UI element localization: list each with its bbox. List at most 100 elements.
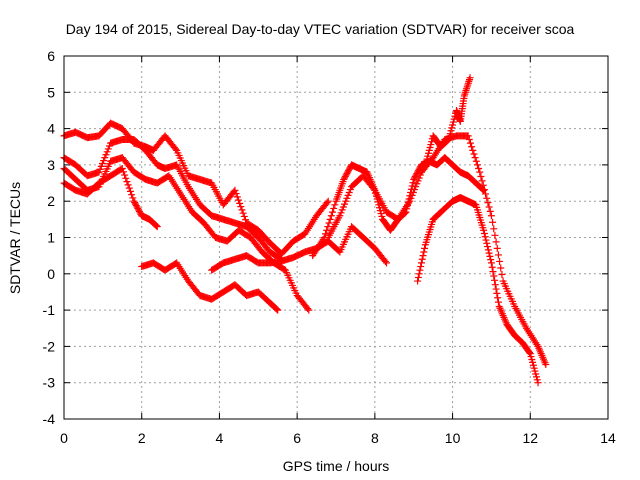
data-point <box>487 256 495 264</box>
data-point <box>534 379 542 387</box>
data-point <box>493 289 501 297</box>
data-point <box>324 197 332 205</box>
data-point <box>322 230 330 238</box>
y-tick-label: 1 <box>47 230 55 246</box>
data-point <box>466 74 474 82</box>
data-point <box>327 212 335 220</box>
data-point <box>489 268 497 276</box>
data-point <box>305 306 313 314</box>
data-point <box>466 139 474 147</box>
data-point <box>118 165 126 173</box>
data-point <box>487 259 495 267</box>
data-point <box>478 177 486 185</box>
data-point <box>128 191 136 199</box>
data-point <box>468 143 476 151</box>
data-point <box>473 161 481 169</box>
data-point <box>329 208 337 216</box>
y-axis-label: SDTVAR / TECUs <box>7 182 23 294</box>
data-point <box>470 150 478 158</box>
data-point <box>469 146 477 154</box>
data-point <box>414 273 422 281</box>
data-point <box>124 181 132 189</box>
data-point <box>238 206 246 214</box>
data-point <box>236 199 244 207</box>
data-point <box>484 243 492 251</box>
plot-frame <box>63 55 609 420</box>
data-points <box>60 74 550 387</box>
y-tick-label: 4 <box>47 121 55 137</box>
grid <box>64 56 608 419</box>
data-point <box>274 306 282 314</box>
data-point <box>152 222 160 230</box>
data-point <box>121 171 129 179</box>
data-point <box>486 252 494 260</box>
data-point <box>444 136 452 144</box>
data-point <box>485 249 493 257</box>
data-point <box>443 137 451 145</box>
data-point <box>464 132 472 140</box>
x-tick-label: 10 <box>445 430 461 446</box>
data-point <box>491 281 499 289</box>
data-point <box>326 215 334 223</box>
x-tick-label: 14 <box>600 430 616 446</box>
y-tick-label: 0 <box>47 266 55 282</box>
data-point <box>418 255 426 263</box>
data-point <box>483 239 491 247</box>
data-point <box>234 196 242 204</box>
data-point <box>487 212 495 220</box>
y-tick-label: 5 <box>47 84 55 100</box>
y-tick-label: 2 <box>47 193 55 209</box>
data-point <box>304 305 312 313</box>
data-point <box>497 264 505 272</box>
series-arc10 <box>421 74 474 169</box>
data-point <box>490 272 498 280</box>
series-arc8 <box>324 132 550 369</box>
data-point <box>486 207 494 215</box>
data-point <box>472 157 480 165</box>
x-tick-label: 2 <box>138 430 146 446</box>
y-tick-label: -3 <box>43 375 56 391</box>
data-point <box>119 168 127 176</box>
data-point <box>325 219 333 227</box>
x-tick-label: 4 <box>216 430 224 446</box>
data-point <box>526 349 534 357</box>
data-point <box>491 276 499 284</box>
y-tick-label: 6 <box>47 48 55 64</box>
data-point <box>233 193 241 201</box>
data-point <box>491 231 499 239</box>
data-point <box>494 294 502 302</box>
data-point <box>494 298 502 306</box>
y-tick-label: -4 <box>43 411 56 427</box>
data-point <box>498 271 506 279</box>
data-point <box>496 257 504 265</box>
data-point <box>408 182 416 190</box>
data-point <box>542 361 550 369</box>
data-point <box>483 194 491 202</box>
data-point <box>480 226 488 234</box>
data-point <box>414 277 422 285</box>
series-arc4 <box>60 165 161 231</box>
y-tick-label: 3 <box>47 157 55 173</box>
data-point <box>324 223 332 231</box>
data-point <box>417 259 425 267</box>
data-point <box>241 216 249 224</box>
data-point <box>471 154 479 162</box>
data-point <box>476 168 484 176</box>
data-point <box>420 248 428 256</box>
data-point <box>323 199 331 207</box>
data-point <box>479 181 487 189</box>
series-arc1 <box>60 119 332 258</box>
x-axis-label: GPS time / hours <box>283 458 390 474</box>
data-point <box>419 252 427 260</box>
data-point <box>481 233 489 241</box>
data-point <box>492 285 500 293</box>
data-point <box>480 230 488 238</box>
data-point <box>239 209 247 217</box>
series-arc7 <box>309 154 488 260</box>
data-point <box>488 263 496 271</box>
data-point <box>482 236 490 244</box>
x-tick-label: 6 <box>293 430 301 446</box>
data-point <box>237 203 245 211</box>
data-point <box>381 257 389 265</box>
